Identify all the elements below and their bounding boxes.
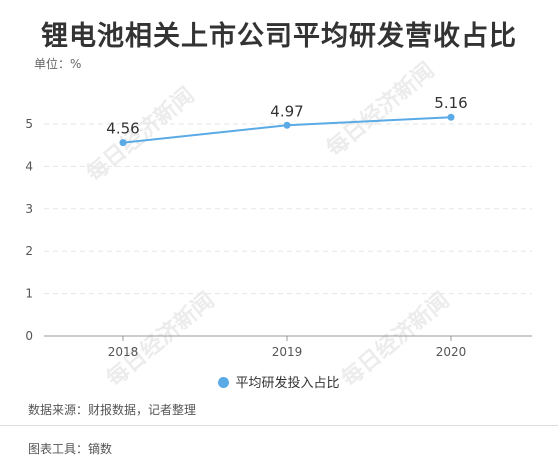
divider (0, 425, 558, 426)
legend[interactable]: 平均研发投入占比 (0, 372, 558, 391)
data-label: 4.56 (106, 120, 139, 138)
x-tick-label: 2020 (436, 345, 467, 359)
y-tick-label: 2 (25, 244, 33, 258)
legend-marker-icon (218, 377, 230, 388)
data-point (119, 139, 127, 147)
data-point (447, 113, 455, 121)
data-label: 4.97 (270, 102, 303, 120)
unit-label: 单位：% (34, 57, 82, 71)
y-tick-labels: 0 1 2 3 4 5 (25, 117, 33, 343)
watermark-0: 每日经济新闻 (82, 82, 200, 187)
series-layer: 4.56 4.97 5.16 (106, 94, 468, 147)
x-tick-labels: 2018 2019 2020 (108, 336, 467, 359)
data-point (283, 121, 291, 129)
y-tick-label: 5 (25, 117, 33, 131)
legend-label: 平均研发投入占比 (235, 376, 340, 391)
x-tick-label: 2018 (108, 345, 139, 359)
y-tick-label: 3 (25, 202, 33, 216)
y-tick-label: 0 (25, 329, 33, 343)
y-tick-label: 1 (25, 287, 33, 301)
data-source: 数据来源：财报数据，记者整理 (28, 403, 197, 417)
data-label: 5.16 (434, 94, 467, 112)
x-tick-label: 2019 (272, 345, 303, 359)
watermark-1: 每日经济新闻 (322, 57, 440, 162)
y-tick-label: 4 (25, 159, 33, 173)
chart-tool-credit: 图表工具：镝数 (28, 442, 113, 456)
chart-title: 锂电池相关上市公司平均研发营收占比 (41, 21, 517, 52)
